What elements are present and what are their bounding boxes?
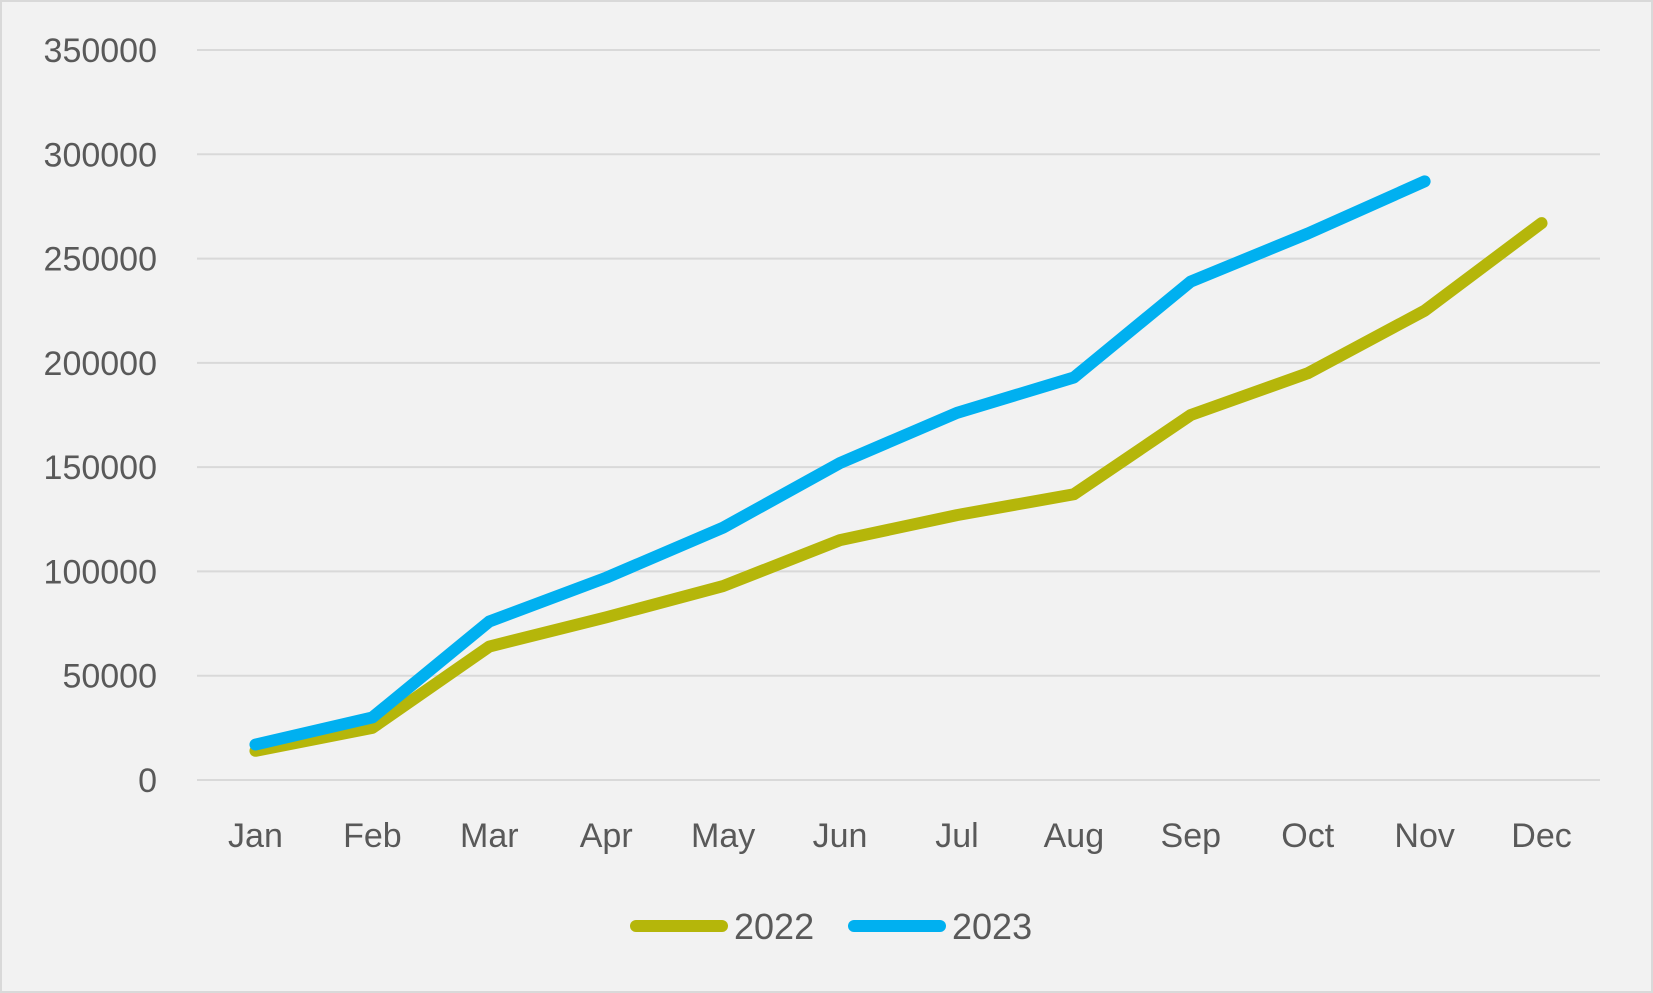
x-tick-label: Feb [343, 817, 402, 855]
series-line-2022 [249, 217, 1548, 757]
legend-label: 2023 [952, 906, 1032, 947]
x-tick-label: Jul [935, 817, 978, 855]
x-tick-label: Jun [813, 817, 868, 855]
data-point-2023-Feb [370, 715, 375, 720]
y-tick-label: 300000 [44, 136, 157, 174]
data-point-2023-Apr [604, 575, 609, 580]
y-tick-label: 350000 [44, 32, 157, 70]
legend-item-2022: 2022 [630, 906, 814, 947]
x-tick-label: Aug [1044, 817, 1105, 855]
data-point-2023-Sep [1188, 279, 1193, 284]
y-tick-label: 200000 [44, 345, 157, 383]
x-tick-label: Oct [1281, 817, 1334, 855]
data-point-2023-Oct [1305, 231, 1310, 236]
data-point-2022-Nov [1422, 308, 1427, 313]
data-point-2022-Sep [1188, 413, 1193, 417]
x-tick-label: Jan [228, 817, 283, 855]
data-point-2022-Dec [1539, 221, 1544, 226]
y-tick-label: 250000 [44, 241, 157, 279]
gridlines [197, 49, 1600, 781]
data-point-2022-Apr [604, 615, 609, 620]
x-tick-label: Apr [580, 817, 633, 855]
data-point-2023-Jun [838, 460, 843, 465]
y-tick-label: 0 [138, 762, 157, 800]
data-point-2022-Aug [1071, 492, 1076, 497]
series-lines [249, 175, 1548, 757]
legend-label: 2022 [734, 906, 814, 947]
y-axis-ticks: 0 50000 100000 150000 200000 250000 300000 3500… [44, 32, 157, 800]
y-tick-label: 100000 [44, 553, 157, 591]
data-point-2022-Jun [838, 538, 843, 543]
data-point-2022-Feb [370, 725, 375, 730]
data-point-2022-May [721, 584, 726, 589]
data-point-2023-May [721, 525, 726, 530]
legend: 2022 2023 [630, 906, 1032, 947]
data-point-2023-Jan [253, 742, 258, 747]
data-point-2023-Nov [1422, 179, 1427, 184]
x-tick-label: Nov [1394, 817, 1454, 855]
x-axis-ticks: Jan Feb Mar Apr May Jun Jul Aug Sep Oct Nov Dec [228, 817, 1572, 855]
y-tick-label: 50000 [62, 658, 157, 696]
data-point-2023-Jul [954, 410, 959, 415]
data-point-2022-Jul [954, 513, 959, 518]
x-tick-label: Mar [460, 817, 519, 855]
x-tick-label: Sep [1161, 817, 1222, 855]
data-point-2022-Mar [487, 644, 492, 649]
data-point-2023-Mar [487, 619, 492, 624]
y-tick-label: 150000 [44, 449, 157, 487]
x-tick-label: Dec [1511, 817, 1571, 855]
x-tick-label: May [691, 817, 755, 855]
legend-item-2023: 2023 [848, 906, 1032, 947]
data-point-2023-Aug [1071, 375, 1076, 380]
data-point-2022-Oct [1305, 371, 1310, 376]
